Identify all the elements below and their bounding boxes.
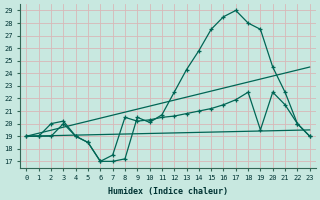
X-axis label: Humidex (Indice chaleur): Humidex (Indice chaleur) xyxy=(108,187,228,196)
